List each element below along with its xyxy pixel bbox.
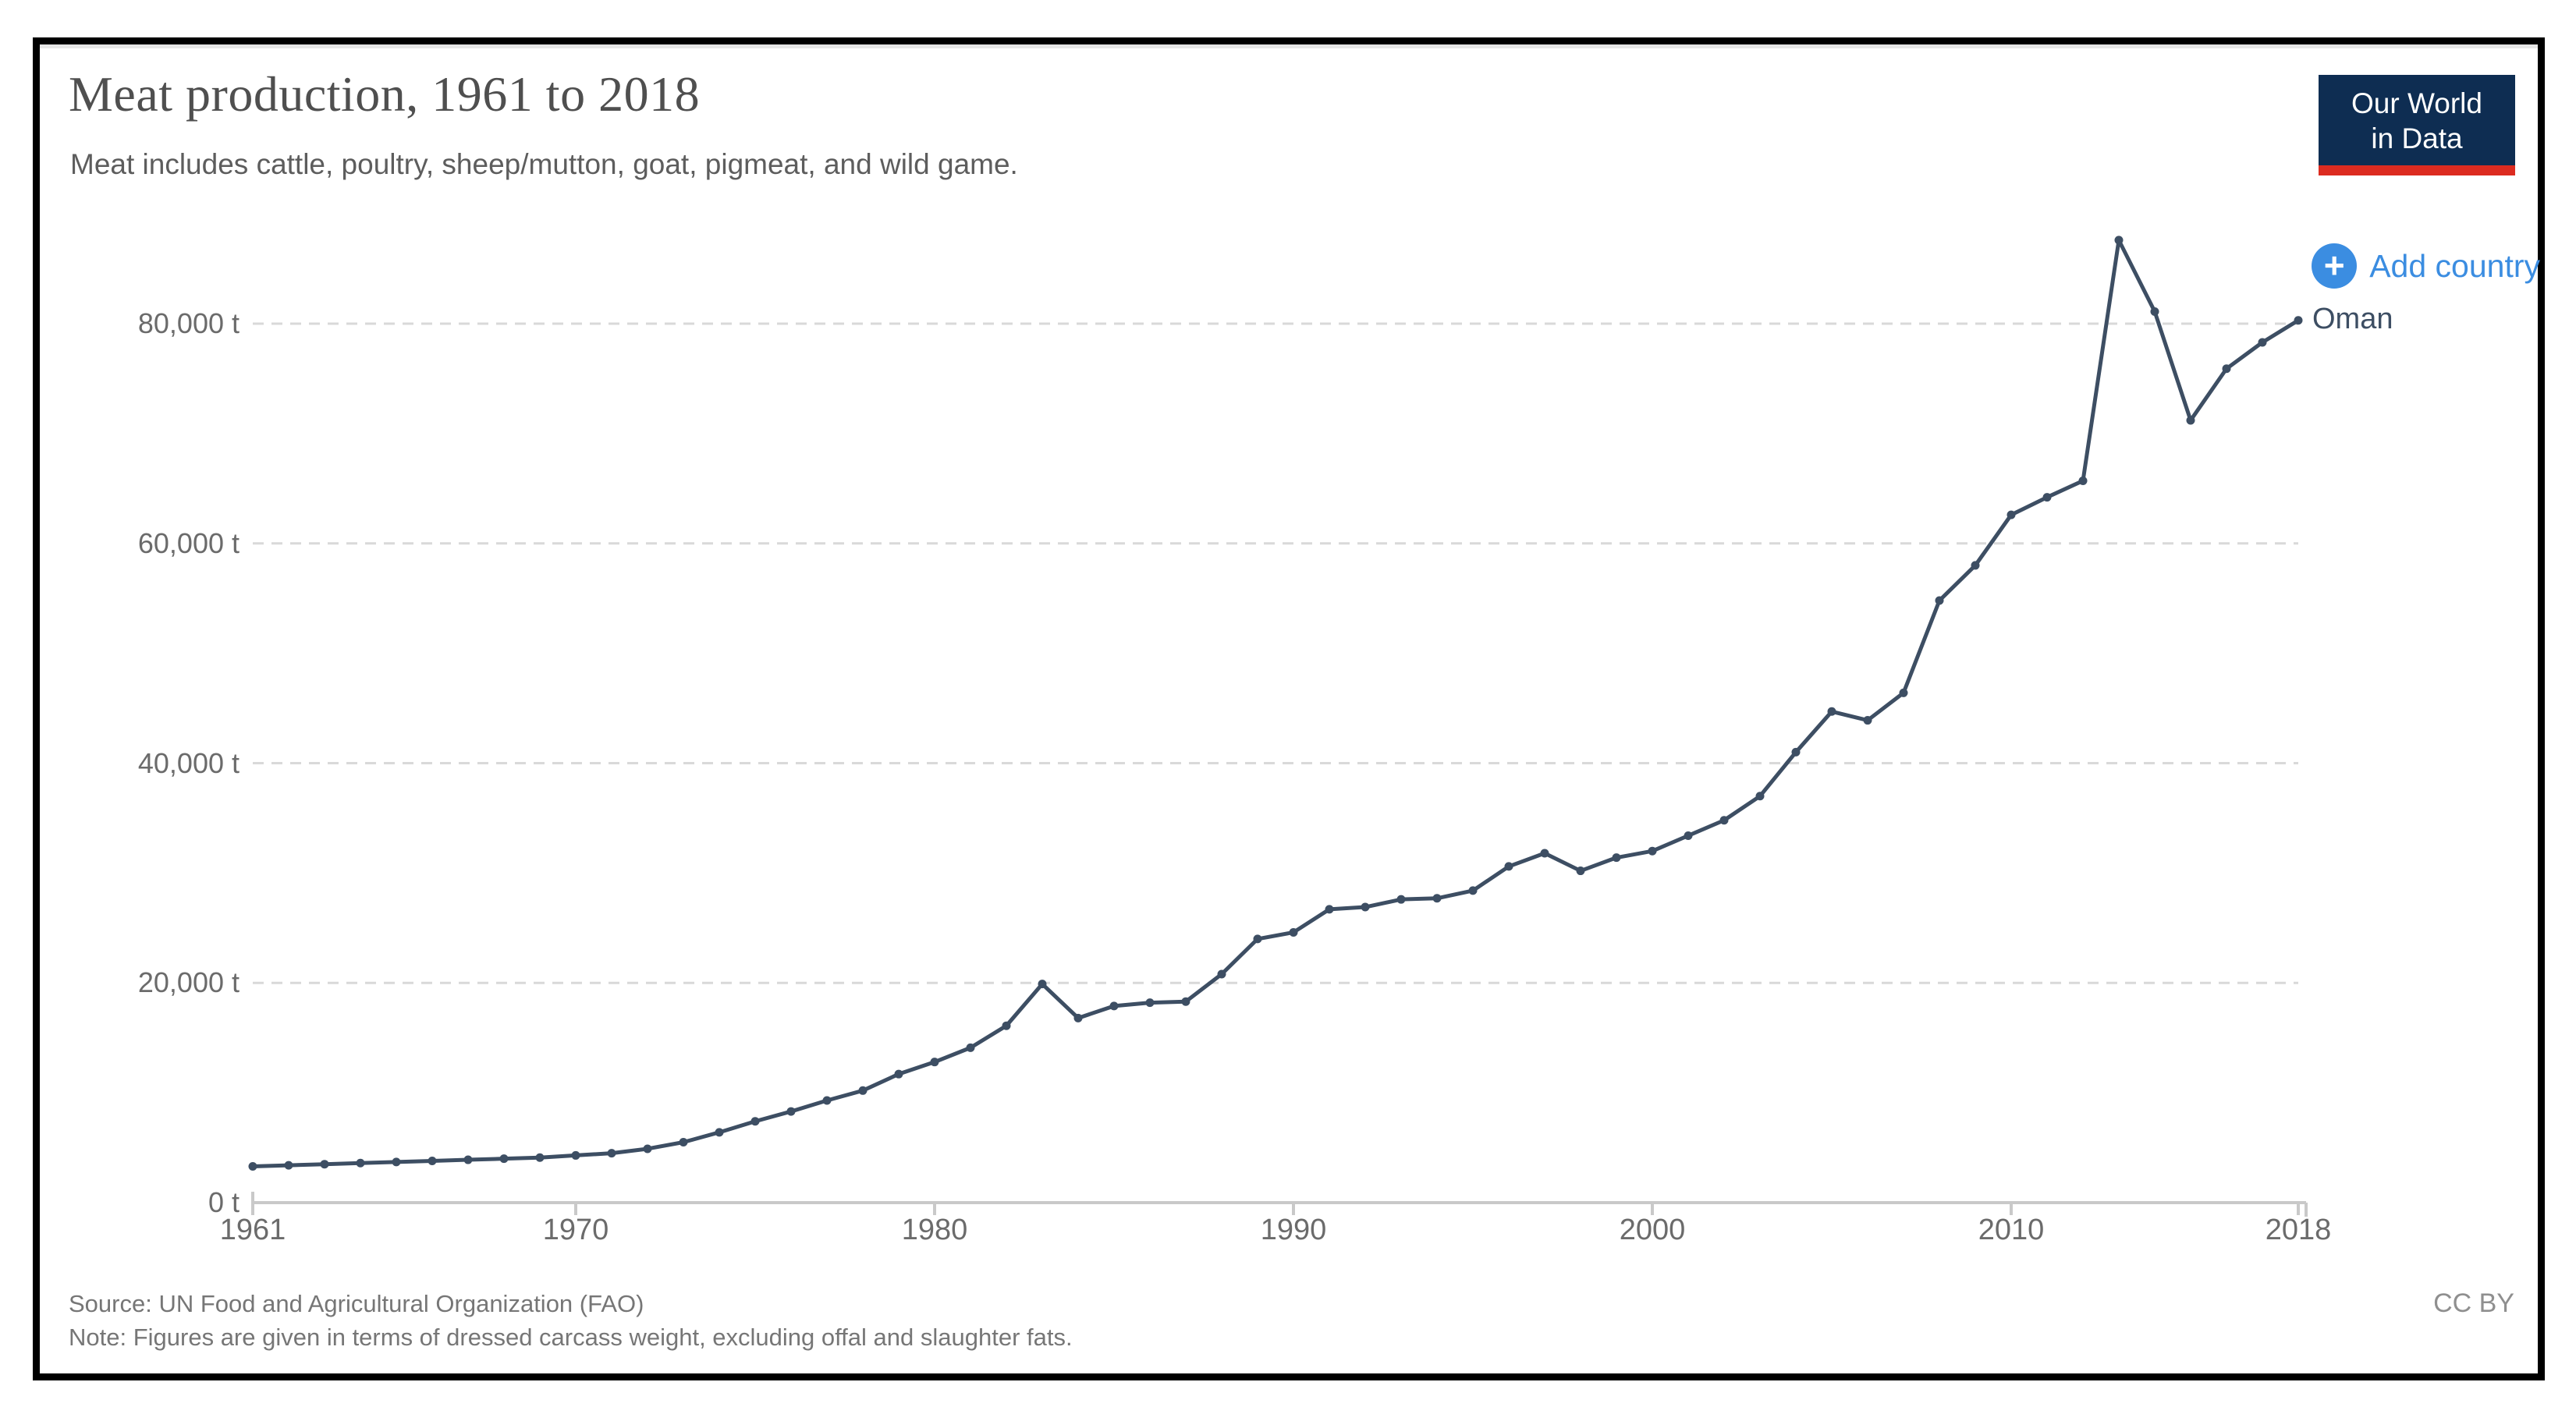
- x-axis-label: 2000: [1619, 1214, 1686, 1246]
- owid-logo-box: Our World in Data: [2319, 75, 2515, 165]
- data-point-marker: [2186, 416, 2195, 425]
- y-axis-label: 0 t: [208, 1186, 240, 1218]
- add-country-label: Add country: [2369, 247, 2540, 284]
- data-point-marker: [858, 1086, 868, 1095]
- data-point-marker: [356, 1158, 365, 1168]
- x-axis-label: 1980: [901, 1214, 968, 1246]
- series-line-oman: [250, 238, 2301, 1169]
- license-link[interactable]: CC BY: [2433, 1288, 2514, 1318]
- data-point-marker: [1540, 849, 1549, 858]
- data-point-marker: [1899, 688, 1908, 697]
- data-point-marker: [499, 1154, 509, 1164]
- data-point-marker: [786, 1107, 796, 1116]
- frame-top-strip: [40, 44, 2538, 48]
- chart-subtitle: Meat includes cattle, poultry, sheep/mut…: [70, 148, 1018, 180]
- data-point-marker: [1253, 934, 1262, 944]
- owid-logo-line1: Our World: [2351, 87, 2482, 119]
- data-point-marker: [1791, 747, 1801, 757]
- data-point-marker: [1181, 997, 1190, 1006]
- data-point-marker: [607, 1149, 616, 1158]
- data-point-marker: [248, 1162, 257, 1171]
- y-axis-label: 40,000 t: [137, 746, 240, 779]
- data-point-marker: [392, 1157, 401, 1167]
- data-point-marker: [822, 1096, 832, 1105]
- data-point-marker: [643, 1144, 652, 1154]
- data-point-marker: [1325, 905, 1334, 914]
- data-point-marker: [1504, 862, 1513, 871]
- data-point-marker: [428, 1156, 437, 1165]
- data-point-marker: [1109, 1001, 1119, 1011]
- data-point-marker: [2078, 476, 2088, 485]
- data-point-marker: [2114, 236, 2124, 245]
- data-point-marker: [2150, 307, 2159, 317]
- x-axis-label: 1970: [542, 1214, 609, 1246]
- data-point-marker: [715, 1128, 724, 1137]
- data-point-marker: [930, 1058, 939, 1067]
- data-point-marker: [1432, 894, 1442, 903]
- x-axis-label: 1990: [1260, 1214, 1327, 1246]
- source-line: Source: UN Food and Agricultural Organiz…: [69, 1290, 644, 1317]
- data-point-marker: [463, 1155, 473, 1164]
- data-point-marker: [1755, 792, 1765, 801]
- data-point-marker: [571, 1150, 580, 1160]
- data-point-marker: [2222, 364, 2231, 374]
- data-point-marker: [750, 1117, 760, 1126]
- y-axis-label: 20,000 t: [137, 966, 240, 999]
- data-point-marker: [1038, 980, 1047, 989]
- x-axis-label: 2018: [2265, 1214, 2332, 1246]
- note-line: Note: Figures are given in terms of dres…: [69, 1324, 1073, 1351]
- data-point-marker: [1684, 831, 1693, 840]
- y-axis-label: 60,000 t: [137, 526, 240, 559]
- x-axis-label: 2010: [1978, 1214, 2045, 1246]
- data-point-marker: [1396, 895, 1406, 904]
- data-point-marker: [966, 1043, 975, 1052]
- owid-logo-line2: in Data: [2371, 122, 2463, 154]
- page-title: Meat production, 1961 to 2018: [69, 66, 701, 122]
- data-point-marker: [1468, 886, 1478, 895]
- footer-text: Source: UN Food and Agricultural Organiz…: [69, 1287, 1073, 1354]
- data-point-marker: [1719, 816, 1729, 825]
- owid-logo[interactable]: Our World in Data: [2319, 75, 2515, 175]
- data-point-marker: [1612, 853, 1621, 863]
- chart-frame: [33, 37, 2545, 1380]
- data-point-marker: [320, 1160, 329, 1169]
- data-point-marker: [2042, 493, 2052, 502]
- data-point-marker: [284, 1161, 293, 1170]
- data-point-marker: [1145, 998, 1155, 1008]
- data-point-marker: [535, 1153, 545, 1162]
- x-axis-label: 1961: [219, 1214, 286, 1246]
- data-point-marker: [2007, 510, 2016, 519]
- data-point-marker: [1863, 716, 1872, 725]
- data-point-marker: [1289, 927, 1298, 937]
- data-point-marker: [1827, 707, 1836, 716]
- data-point-marker: [1002, 1021, 1011, 1030]
- data-point-marker: [2258, 338, 2267, 347]
- data-point-marker: [1361, 902, 1370, 912]
- data-point-marker: [1217, 969, 1226, 979]
- y-axis-label: 80,000 t: [137, 307, 240, 339]
- data-point-marker: [1971, 561, 1980, 570]
- series-label-oman: Oman: [2312, 302, 2393, 335]
- data-point-marker: [1648, 846, 1657, 856]
- plus-icon: +: [2312, 243, 2358, 289]
- data-point-marker: [1576, 866, 1585, 876]
- data-point-marker: [679, 1138, 688, 1147]
- owid-logo-stripe: [2319, 165, 2515, 175]
- data-point-marker: [894, 1069, 903, 1079]
- data-point-marker: [1073, 1013, 1083, 1022]
- data-point-marker: [2294, 316, 2303, 325]
- data-point-marker: [1935, 596, 1944, 605]
- add-country-button[interactable]: + Add country: [2312, 243, 2540, 289]
